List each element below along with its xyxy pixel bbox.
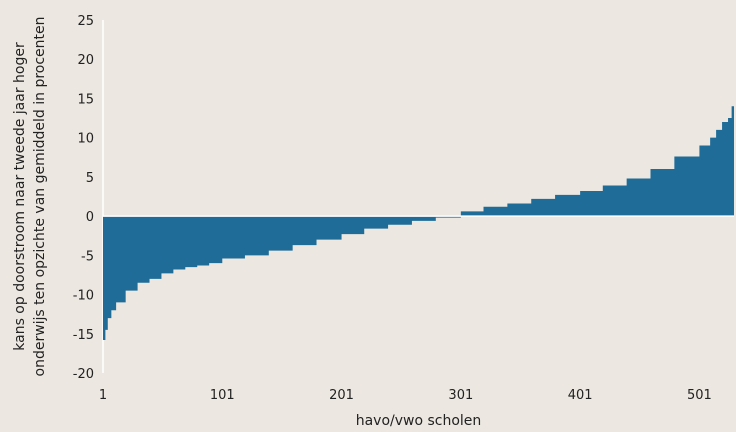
- x-tick-label: 301: [448, 388, 473, 403]
- y-tick-label: 15: [77, 92, 94, 107]
- x-tick-label: 501: [687, 388, 712, 403]
- y-tick-label: 10: [77, 132, 94, 147]
- y-axis-title-line-1: kans op doorstroom naar tweede jaar hoge…: [12, 42, 28, 351]
- x-tick-label: 201: [329, 388, 354, 403]
- x-axis-ticks: 1 101 201 301 401 501: [99, 388, 712, 403]
- y-axis-title-line-2: onderwijs ten opzichte van gemiddeld in …: [32, 16, 48, 376]
- x-tick-label: 1: [99, 388, 107, 403]
- y-tick-label: 20: [77, 53, 94, 68]
- y-tick-label: 5: [86, 171, 94, 186]
- y-tick-label: -20: [73, 367, 94, 382]
- series-bars: [103, 98, 734, 341]
- x-axis-title: havo/vwo scholen: [356, 413, 482, 429]
- y-tick-label: 25: [77, 14, 94, 29]
- y-tick-label: 0: [86, 210, 94, 225]
- y-axis-ticks: -20 -15 -10 -5 0 5 10 15 20 25: [73, 14, 94, 382]
- y-tick-label: -10: [73, 289, 94, 304]
- x-tick-label: 401: [568, 388, 593, 403]
- y-tick-label: -5: [81, 249, 94, 264]
- x-tick-label: 101: [210, 388, 235, 403]
- y-tick-label: -15: [73, 328, 94, 343]
